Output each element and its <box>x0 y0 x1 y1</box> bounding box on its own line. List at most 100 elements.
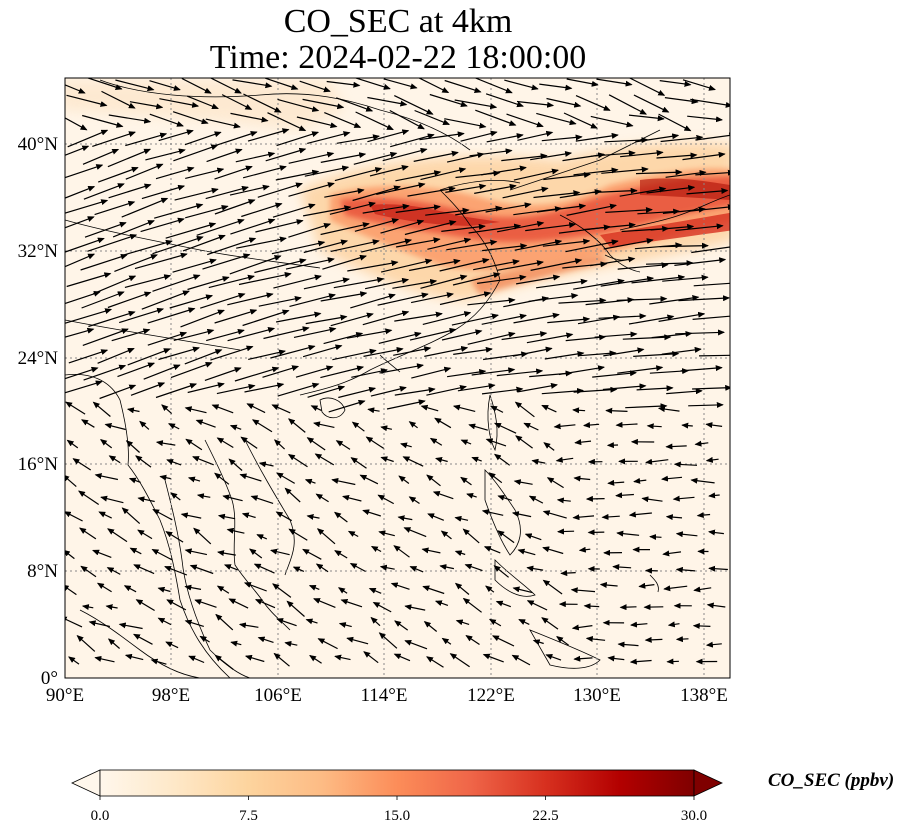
wind-arrow <box>196 493 211 500</box>
wind-arrow <box>243 93 282 113</box>
wind-arrow <box>573 278 625 290</box>
wind-arrow <box>368 587 382 594</box>
wind-arrow <box>574 439 592 446</box>
wind-arrow <box>114 254 158 272</box>
wind-arrow <box>289 293 336 307</box>
wind-arrow <box>666 658 679 665</box>
map-title: CO_SEC at 4km <box>283 3 513 40</box>
wind-arrow <box>667 621 680 628</box>
wind-arrow <box>350 293 396 309</box>
wind-arrow <box>305 314 348 325</box>
wind-arrow <box>426 384 467 396</box>
wind-arrow <box>362 203 410 214</box>
wind-arrow <box>693 282 730 287</box>
wind-arrow <box>466 492 477 499</box>
wind-arrow <box>468 423 488 431</box>
wind-arrow <box>372 601 392 613</box>
wind-arrow <box>524 533 542 541</box>
wind-arrow <box>692 384 730 391</box>
wind-arrow <box>440 530 452 540</box>
wind-arrow <box>380 219 425 234</box>
wind-arrow <box>151 548 173 561</box>
wind-arrow <box>481 313 527 325</box>
wind-arrow <box>133 633 153 645</box>
colorbar-tick-label: 15.0 <box>384 808 410 824</box>
wind-arrow <box>346 328 393 339</box>
wind-arrow <box>147 331 188 346</box>
wind-arrow <box>570 587 596 594</box>
wind-arrow <box>404 220 457 236</box>
wind-arrow <box>536 278 588 289</box>
wind-arrow <box>638 582 655 589</box>
wind-arrow <box>158 346 200 361</box>
wind-arrow <box>616 295 668 302</box>
wind-arrow <box>526 332 574 344</box>
wind-arrow <box>635 169 683 176</box>
wind-arrow <box>572 407 586 414</box>
wind-arrow <box>101 90 136 109</box>
wind-arrow <box>426 656 444 668</box>
wind-arrow <box>603 347 645 357</box>
wind-arrow <box>346 636 369 645</box>
wind-arrow <box>457 383 496 392</box>
wind-arrow <box>678 295 730 302</box>
wind-arrow <box>395 237 441 248</box>
wind-arrow <box>184 584 202 591</box>
wind-arrow <box>404 604 426 611</box>
wind-arrow <box>464 563 483 572</box>
wind-arrow <box>196 218 245 236</box>
wind-arrow <box>411 366 452 379</box>
wind-arrow <box>645 260 694 267</box>
wind-arrow <box>216 437 234 449</box>
wind-arrow <box>465 635 480 645</box>
wind-arrow <box>180 512 202 519</box>
wind-arrow <box>680 365 723 372</box>
wind-arrow <box>490 405 504 413</box>
wind-arrow <box>558 297 607 304</box>
wind-arrow <box>80 565 97 578</box>
wind-arrow <box>425 207 470 216</box>
wind-arrow <box>453 346 493 355</box>
wind-arrow <box>645 458 669 465</box>
wind-arrow <box>441 329 483 341</box>
wind-arrow <box>353 78 391 90</box>
wind-arrow <box>355 111 394 131</box>
wind-arrow <box>338 386 377 399</box>
wind-arrow <box>363 346 404 357</box>
wind-arrow <box>605 407 628 414</box>
wind-arrow <box>556 497 571 504</box>
wind-arrow <box>306 514 320 520</box>
wind-arrow <box>692 622 711 629</box>
wind-arrow <box>705 422 723 429</box>
wind-arrow <box>140 217 185 233</box>
wind-arrow <box>705 456 719 463</box>
wind-arrow <box>238 271 292 286</box>
wind-arrow <box>272 203 316 218</box>
wind-arrow <box>302 344 343 358</box>
wind-arrow <box>511 511 532 518</box>
lon-tick-label: 106°E <box>254 685 302 706</box>
wind-arrow <box>541 387 584 395</box>
wind-arrow <box>184 349 223 365</box>
wind-arrow <box>244 654 265 663</box>
wind-arrow <box>234 366 280 382</box>
wind-arrow <box>137 496 155 503</box>
wind-arrow <box>394 95 434 115</box>
wind-arrow <box>315 493 329 503</box>
wind-arrow <box>633 94 670 113</box>
wind-arrow <box>482 243 528 252</box>
wind-arrow <box>543 171 591 181</box>
wind-arrow <box>257 636 274 643</box>
lat-tick-label: 40°N <box>18 134 59 155</box>
wind-arrow <box>663 585 688 592</box>
wind-arrow <box>408 496 420 505</box>
wind-arrow <box>292 566 305 573</box>
wind-arrow <box>257 182 303 198</box>
wind-arrow <box>265 147 307 162</box>
wind-arrow <box>546 97 582 108</box>
wind-arrow <box>330 239 380 252</box>
wind-arrow <box>422 585 445 595</box>
wind-arrow <box>599 582 618 589</box>
wind-arrow <box>94 473 119 481</box>
wind-arrow <box>66 94 108 107</box>
